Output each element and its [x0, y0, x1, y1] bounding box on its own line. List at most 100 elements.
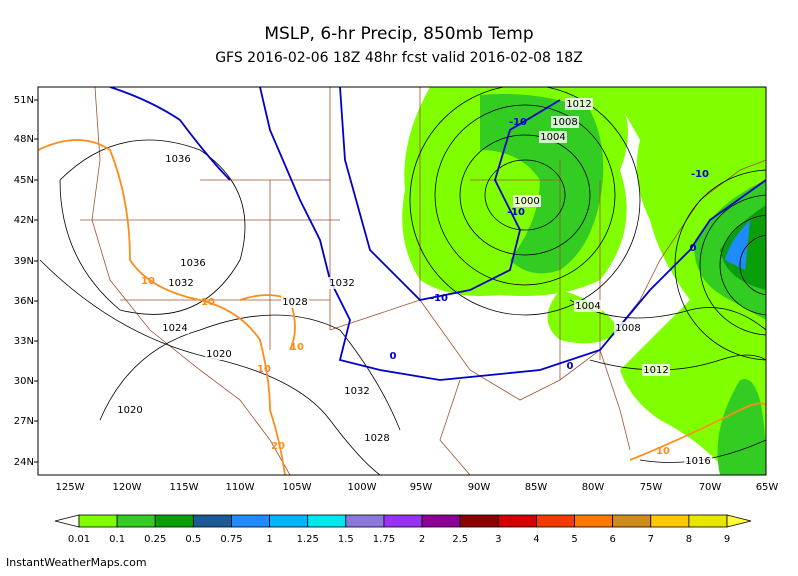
title: MSLP, 6-hr Precip, 850mb Temp [264, 24, 533, 44]
colorbar-label: 9 [724, 534, 730, 545]
isobar-label: 1016 [685, 456, 710, 467]
temp-label: -10 [691, 169, 709, 180]
colorbar-label: 1.5 [338, 534, 354, 545]
lon-label: 95W [410, 482, 433, 493]
temp-label: -10 [507, 207, 525, 218]
label-bg [167, 277, 195, 289]
label-bg [574, 300, 602, 312]
colorbar-cell [192, 514, 232, 528]
lon-label: 125W [56, 482, 85, 493]
colorbar-cell [688, 514, 728, 528]
lat-label: 39N [14, 256, 34, 267]
label-bg [363, 432, 391, 444]
colorbar-label: 1 [266, 534, 272, 545]
colorbar-label: 0.5 [185, 534, 201, 545]
map-frame [37, 86, 767, 476]
lat-label: 45N [14, 175, 34, 186]
colorbar-cell [497, 514, 537, 528]
lon-label: 75W [640, 482, 663, 493]
colorbar-cell [78, 514, 118, 528]
label-bg [161, 322, 189, 334]
lon-label: 100W [348, 482, 377, 493]
isobar-label: 1000 [514, 196, 539, 207]
temp-label: -10 [509, 117, 527, 128]
isobar-label: 1004 [540, 132, 565, 143]
lat-label: 33N [14, 336, 34, 347]
colorbar-label: 1.25 [297, 534, 319, 545]
temp-label: 10 [257, 364, 271, 375]
colorbar-cell [269, 514, 309, 528]
colorbar-label: 0.25 [144, 534, 166, 545]
colorbar-cell [231, 514, 270, 528]
label-bg [205, 348, 233, 360]
map-area: 1012100810041000103610361032102410201020… [38, 87, 766, 475]
colorbar-label: 8 [686, 534, 692, 545]
colorbar-label: 0.75 [220, 534, 242, 545]
colorbar-cell [612, 514, 652, 528]
label-bg [551, 116, 579, 128]
isobar-label: 1012 [566, 99, 591, 110]
colorbar-label: 6 [609, 534, 615, 545]
label-bg [642, 364, 670, 376]
temp-label: -10 [430, 293, 448, 304]
isobar-label: 1020 [117, 405, 142, 416]
subtitle: GFS 2016-02-06 18Z 48hr fcst valid 2016-… [215, 50, 583, 66]
label-bg [539, 131, 567, 143]
isobar-label: 1020 [206, 349, 231, 360]
colorbar-cell [116, 514, 156, 528]
isobar-label: 1032 [344, 386, 369, 397]
isobar-label: 1036 [165, 154, 190, 165]
lat-label: 48N [14, 134, 34, 145]
lat-label: 42N [14, 215, 34, 226]
lon-label: 70W [699, 482, 722, 493]
temp-label: 0 [567, 361, 574, 372]
colorbar-cell [154, 514, 194, 528]
isobar-label: 1004 [575, 301, 600, 312]
colorbar-cell [307, 514, 347, 528]
lon-label: 110W [226, 482, 255, 493]
isobar-label: 1012 [643, 365, 668, 376]
colorbar-label: 1.75 [373, 534, 395, 545]
temp-label: 0 [690, 243, 697, 254]
lon-label: 85W [525, 482, 548, 493]
temp-label: 0 [390, 351, 397, 362]
colorbar-cell [536, 514, 575, 528]
colorbar-cell [383, 514, 423, 528]
lat-label: 51N [14, 95, 34, 106]
lat-label: 27N [14, 416, 34, 427]
lon-label: 115W [170, 482, 199, 493]
label-bg [179, 257, 207, 269]
isobar-label: 1028 [364, 433, 389, 444]
temp-label: 10 [290, 342, 304, 353]
temp-label: 10 [201, 297, 215, 308]
isobar-label: 1008 [615, 323, 640, 334]
colorbar-cell [459, 514, 499, 528]
label-bg [614, 322, 642, 334]
colorbar-label: 7 [648, 534, 654, 545]
temp-label: 10 [141, 276, 155, 287]
isobar-label: 1008 [552, 117, 577, 128]
label-bg [164, 153, 192, 165]
colorbar-arrow [726, 514, 752, 528]
lon-label: 65W [756, 482, 779, 493]
colorbar-cell [421, 514, 461, 528]
label-bg [565, 98, 593, 110]
lon-label: 90W [468, 482, 491, 493]
lon-label: 105W [283, 482, 312, 493]
label-bg [281, 296, 309, 308]
label-bg [116, 404, 144, 416]
colorbar-label: 2.5 [452, 534, 468, 545]
colorbar-label: 0.1 [109, 534, 125, 545]
isobar-label: 1036 [180, 258, 205, 269]
colorbar-cell [345, 514, 385, 528]
isobar-label: 1024 [162, 323, 187, 334]
footer: InstantWeatherMaps.com [6, 556, 147, 569]
label-bg [513, 195, 541, 207]
temp-label: 10 [656, 446, 670, 457]
temp-label: 20 [271, 441, 285, 452]
isobar-label: 1028 [282, 297, 307, 308]
lon-label: 120W [113, 482, 142, 493]
colorbar-label: 5 [571, 534, 577, 545]
colorbar-label: 0.01 [68, 534, 90, 545]
